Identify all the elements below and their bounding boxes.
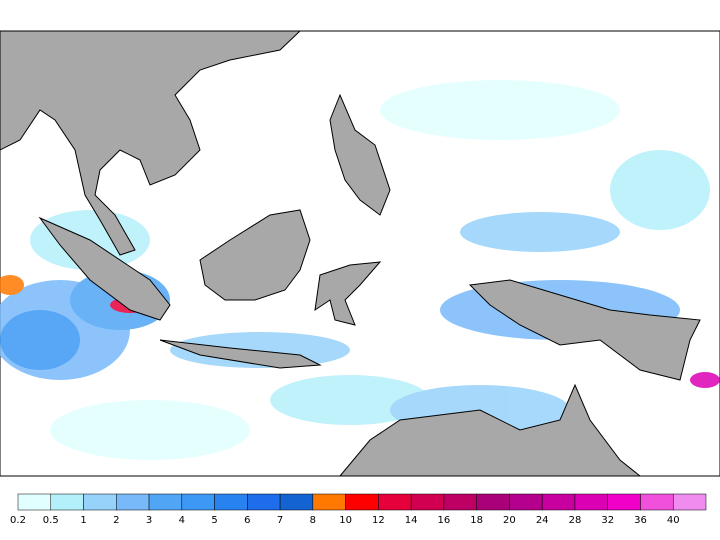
colorbar-box [476,493,510,511]
colorbar-label: 18 [470,515,483,526]
colorbar-box [17,493,52,511]
land [0,30,701,477]
colorbar-box [541,493,576,511]
colorbar-label: 20 [503,515,516,526]
colorbar-label: 32 [601,515,614,526]
colorbar-box [83,493,117,511]
colorbar-label: 4 [179,515,185,526]
colorbar-box [247,493,281,511]
colorbar-box [574,493,608,511]
colorbar-label: 6 [244,515,250,526]
colorbar: 0.2 0.5 1 2 3 4 5 6 7 8 10 12 14 16 18 20 24 28 32 36 40 [10,493,707,526]
colorbar-label: 5 [211,515,217,526]
colorbar-box [279,493,314,511]
colorbar-box [148,493,183,511]
colorbar-label: 12 [372,515,385,526]
colorbar-label: 7 [277,515,283,526]
colorbar-label: 0.2 [10,515,26,526]
colorbar-label: 16 [438,515,451,526]
colorbar-box [214,493,248,511]
colorbar-box [640,493,674,511]
colorbar-label: 3 [146,515,152,526]
colorbar-box [50,493,84,511]
colorbar-box [672,493,707,511]
colorbar-label: 0.5 [43,515,59,526]
colorbar-label: 28 [569,515,582,526]
colorbar-box [345,493,379,511]
colorbar-label: 14 [405,515,418,526]
colorbar-label: 10 [339,515,352,526]
colorbar-label: 24 [536,515,549,526]
colorbar-label: 2 [113,515,119,526]
colorbar-label: 36 [634,515,647,526]
colorbar-label: 40 [667,515,680,526]
colorbar-box [181,493,215,511]
colorbar-label: 8 [310,515,316,526]
colorbar-box [378,493,412,511]
colorbar-box [443,493,477,511]
colorbar-box [509,493,543,511]
colorbar-label: 1 [80,515,86,526]
colorbar-box [116,493,150,511]
colorbar-box [312,493,346,511]
colorbar-box [607,493,641,511]
colorbar-box [410,493,445,511]
